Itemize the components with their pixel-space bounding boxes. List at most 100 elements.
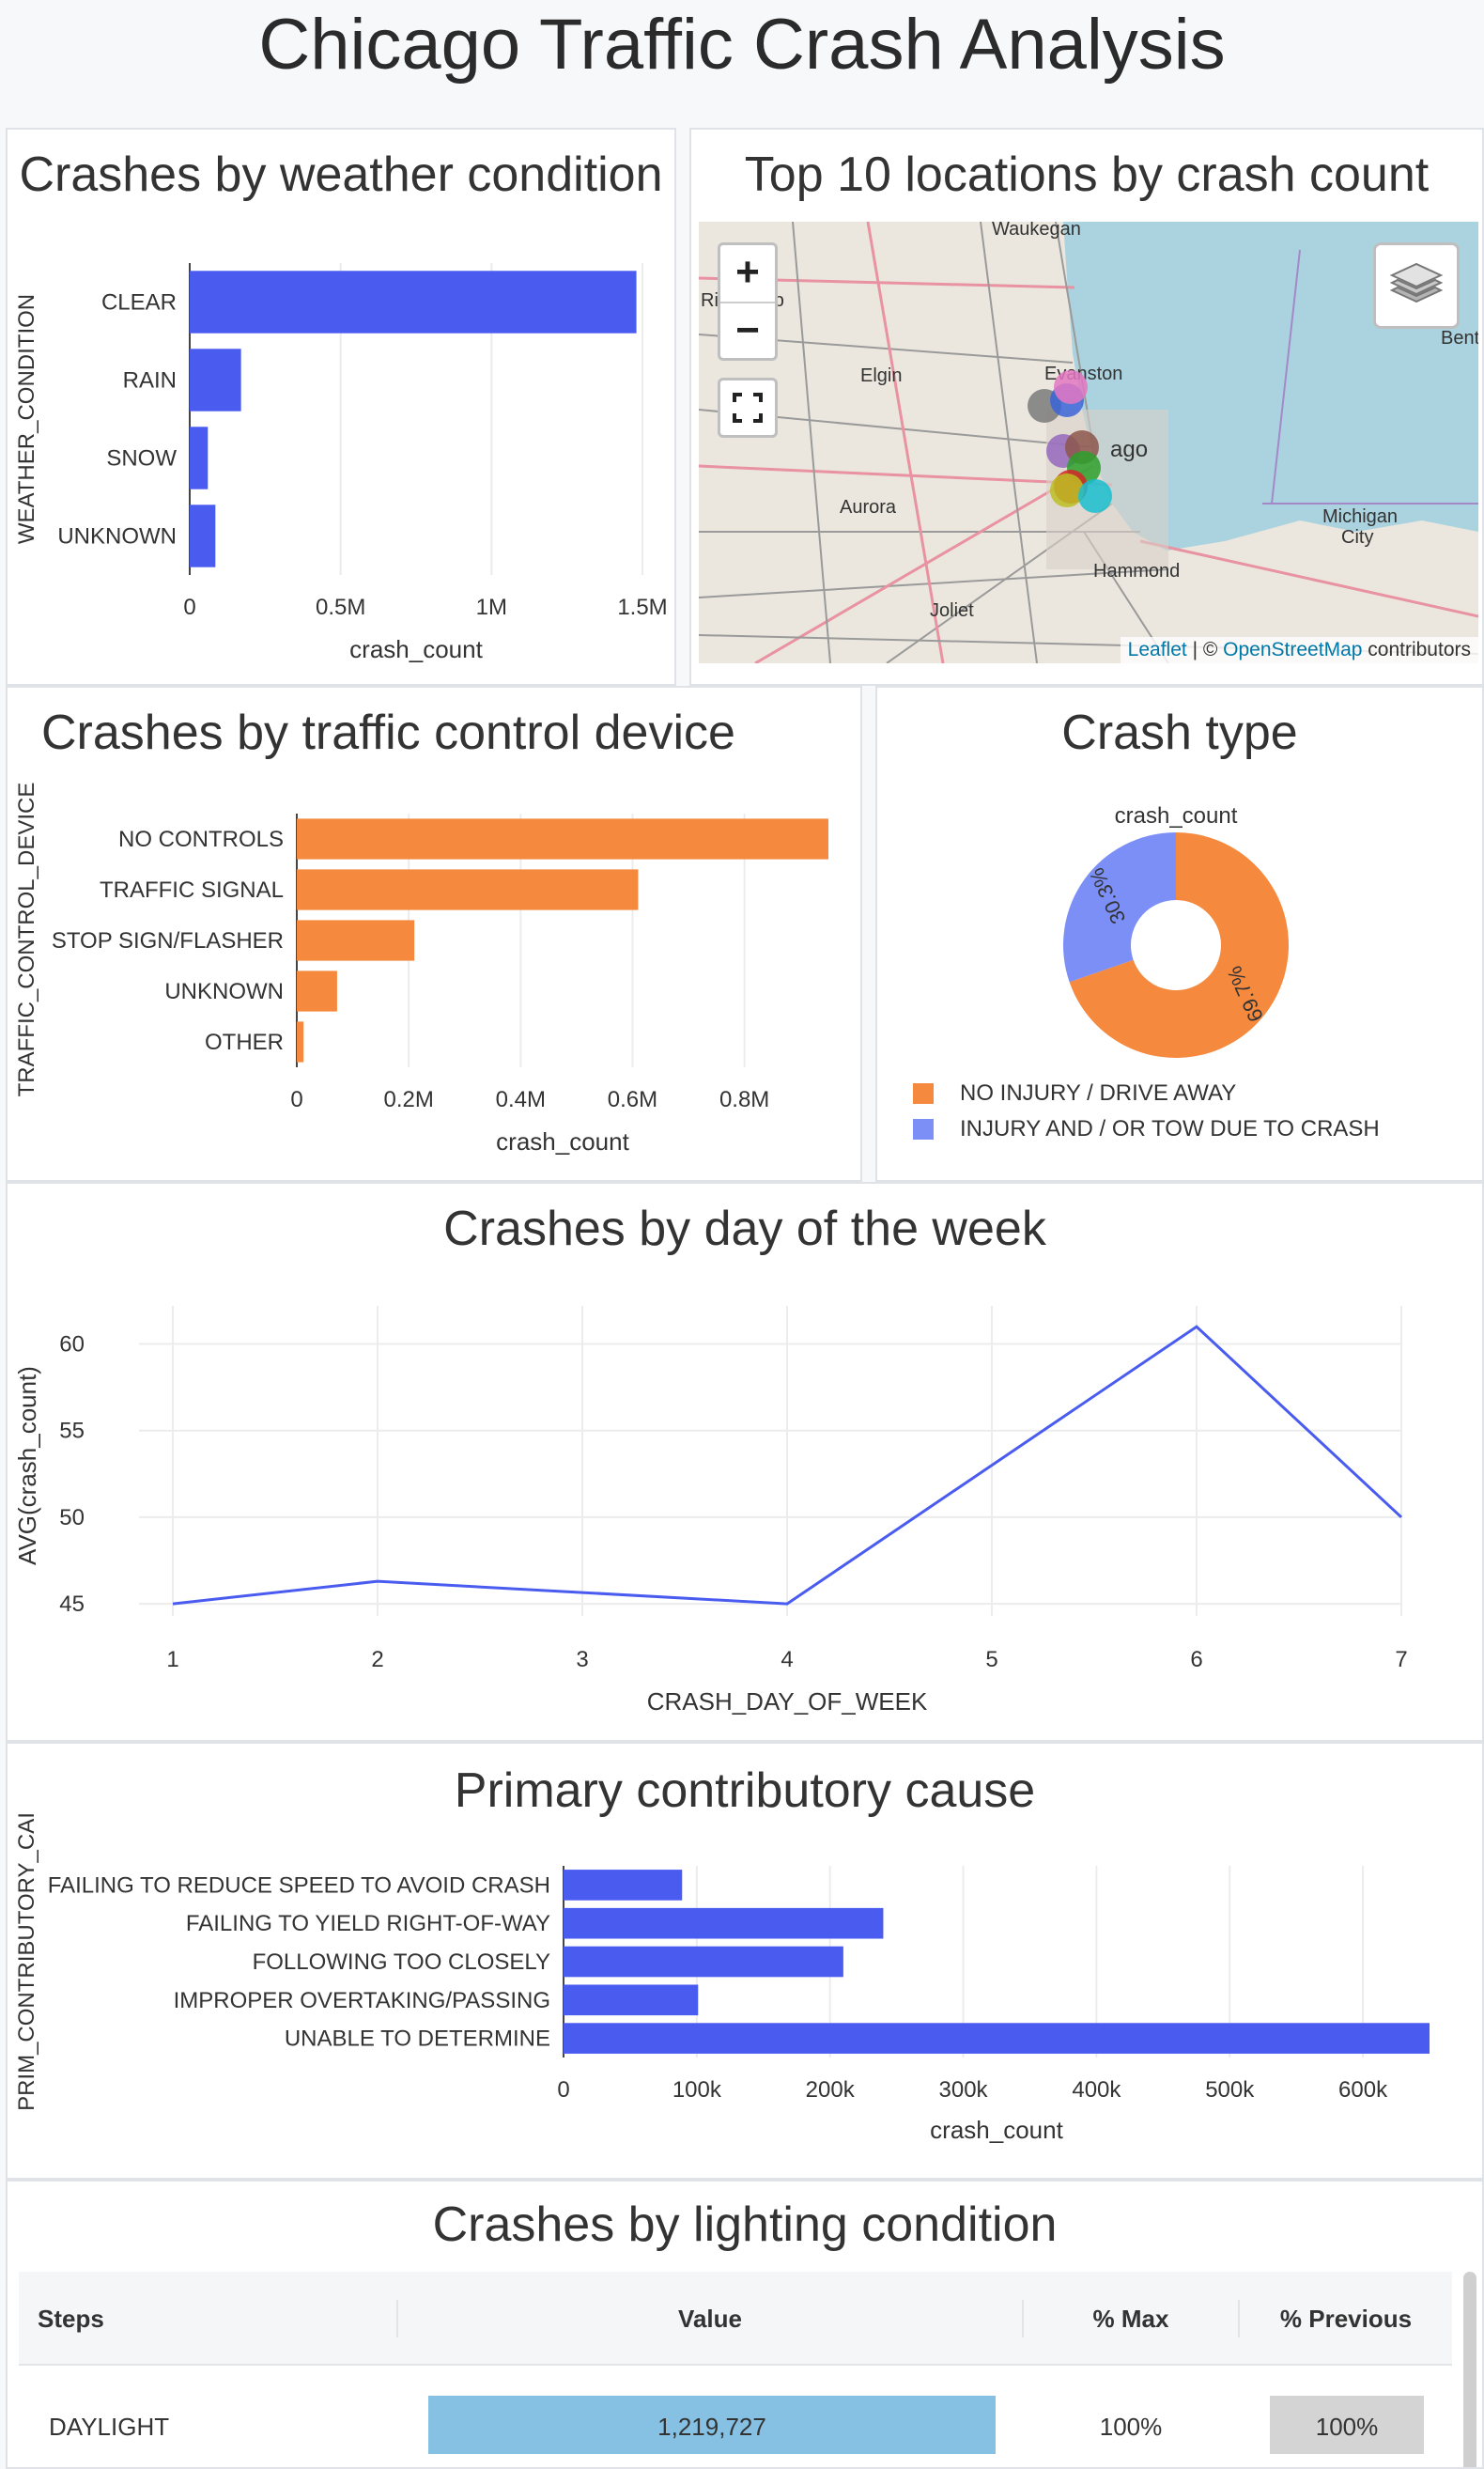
x-tick-label: 1 bbox=[166, 1647, 178, 1672]
table-row: DAYLIGHT 1,219,727 100% 100% bbox=[19, 2366, 1452, 2467]
map-title: Top 10 locations by crash count bbox=[744, 148, 1430, 202]
map-view[interactable]: WaukeganRi... nshipEvanstonElginagoAuror… bbox=[699, 222, 1478, 663]
bar bbox=[297, 1021, 304, 1063]
donut-slice bbox=[1063, 832, 1176, 983]
place-label: Bent bbox=[1441, 328, 1478, 349]
bar bbox=[297, 971, 337, 1012]
category-label: NO CONTROLS bbox=[118, 827, 284, 852]
cause-bar-chart: 0 100k 200k 300k 400k 500k 600k FAILING TO REDU… bbox=[14, 1812, 1430, 2144]
x-tick-label: 0 bbox=[557, 2077, 569, 2103]
location-marker bbox=[1078, 479, 1112, 513]
crash-type-panel: Crash type crash_count 69.7% 30.3% NO INJU… bbox=[875, 686, 1484, 1182]
cause-panel: Primary contributory cause 0 100k 200k 300k… bbox=[6, 1742, 1484, 2180]
bar bbox=[297, 869, 639, 910]
x-tick-label: 6 bbox=[1190, 1647, 1202, 1672]
row-pct-previous: 100% bbox=[1315, 2413, 1379, 2441]
table-scrollbar[interactable] bbox=[1463, 2272, 1476, 2467]
lighting-title: Crashes by lighting condition bbox=[432, 2197, 1058, 2252]
category-label: IMPROPER OVERTAKING/PASSING bbox=[174, 1988, 550, 2013]
bar bbox=[564, 1946, 843, 1978]
x-tick-label: 7 bbox=[1395, 1647, 1407, 1672]
category-label: STOP SIGN/FLASHER bbox=[52, 928, 284, 954]
attribution-separator: | © bbox=[1186, 639, 1224, 660]
x-tick-label: 0.6M bbox=[608, 1087, 657, 1112]
x-tick-label: 3 bbox=[576, 1647, 588, 1672]
road bbox=[699, 464, 1113, 487]
table-header: Steps Value % Max % Previous bbox=[19, 2272, 1452, 2366]
bar bbox=[297, 920, 415, 961]
location-marker bbox=[1050, 474, 1084, 507]
x-tick-label: 1.5M bbox=[617, 595, 667, 620]
location-marker bbox=[1054, 370, 1088, 404]
traffic-chart-title: Crashes by traffic control device bbox=[41, 706, 735, 760]
x-tick-label: 2 bbox=[371, 1647, 383, 1672]
category-label: CLEAR bbox=[101, 290, 177, 316]
osm-link[interactable]: OpenStreetMap bbox=[1223, 639, 1363, 660]
place-label: Aurora bbox=[840, 497, 897, 518]
x-tick-label: 5 bbox=[985, 1647, 997, 1672]
road bbox=[699, 568, 1169, 598]
state-boundary bbox=[1262, 249, 1478, 505]
x-axis-title: crash_count bbox=[930, 2116, 1063, 2144]
col-steps[interactable]: Steps bbox=[38, 2305, 104, 2333]
x-tick-label: 0.5M bbox=[316, 595, 365, 620]
x-tick-label: 0.8M bbox=[719, 1087, 769, 1112]
layers-icon bbox=[1389, 262, 1444, 303]
category-label: TRAFFIC SIGNAL bbox=[100, 877, 284, 903]
value-bar bbox=[428, 2396, 996, 2454]
x-tick-label: 100k bbox=[672, 2077, 722, 2103]
weather-bar-chart: 0 0.5M 1M 1.5M CLEAR RAIN SNOW UNKNOWN crash_cou… bbox=[14, 263, 668, 663]
day-of-week-line-chart: 1 2 3 4 5 6 745505560CRASH_DAY_OF_WEEKAVG(cras… bbox=[13, 1306, 1408, 1716]
bar bbox=[190, 271, 637, 334]
legend-label: INJURY AND / OR TOW DUE TO CRASH bbox=[960, 1116, 1380, 1141]
page-title: Chicago Traffic Crash Analysis bbox=[258, 5, 1226, 85]
y-tick-label: 45 bbox=[59, 1592, 85, 1617]
col-value[interactable]: Value bbox=[678, 2305, 742, 2333]
bar bbox=[564, 1984, 699, 2016]
zoom-in-button[interactable]: + bbox=[735, 249, 760, 295]
y-tick-label: 60 bbox=[59, 1332, 85, 1358]
traffic-panel: Crashes by traffic control device 0 0.2M 0… bbox=[6, 686, 862, 1182]
bar bbox=[564, 1870, 683, 1901]
place-label: Elgin bbox=[860, 365, 902, 386]
leaflet-link[interactable]: Leaflet bbox=[1127, 639, 1187, 660]
category-label: UNKNOWN bbox=[164, 979, 284, 1004]
y-tick-label: 55 bbox=[59, 1419, 85, 1444]
row-pct-max: 100% bbox=[1099, 2413, 1163, 2441]
layers-button[interactable] bbox=[1373, 242, 1460, 329]
x-axis-title: CRASH_DAY_OF_WEEK bbox=[647, 1687, 928, 1716]
x-tick-label: 1M bbox=[476, 595, 507, 620]
series-line bbox=[172, 1325, 1403, 1606]
donut-slice bbox=[1069, 832, 1289, 1058]
fullscreen-button[interactable] bbox=[718, 378, 778, 438]
weather-panel: Crashes by weather condition 0 0.5M 1M 1.5M… bbox=[6, 128, 676, 686]
x-tick-label: 300k bbox=[939, 2077, 989, 2103]
zoom-control: + − bbox=[718, 242, 778, 361]
legend-item[interactable]: NO INJURY / DRIVE AWAY bbox=[913, 1080, 1236, 1107]
road bbox=[866, 222, 945, 663]
place-label: Joliet bbox=[930, 600, 974, 621]
bar bbox=[297, 818, 828, 860]
column-divider bbox=[1238, 2300, 1240, 2337]
y-axis-title: AVG(crash_count) bbox=[13, 1366, 41, 1565]
row-value: 1,219,727 bbox=[657, 2413, 766, 2441]
zoom-out-button[interactable]: − bbox=[720, 302, 775, 358]
category-label: FAILING TO REDUCE SPEED TO AVOID CRASH bbox=[48, 1872, 550, 1898]
weather-chart-title: Crashes by weather condition bbox=[19, 148, 663, 202]
col-pct-max[interactable]: % Max bbox=[1092, 2305, 1169, 2333]
place-label: Michigan bbox=[1322, 506, 1398, 527]
x-tick-label: 0.4M bbox=[496, 1087, 546, 1112]
col-pct-previous[interactable]: % Previous bbox=[1279, 2305, 1413, 2333]
attribution-tail: contributors bbox=[1362, 639, 1471, 660]
bar bbox=[190, 505, 216, 567]
donut-subtitle: crash_count bbox=[1115, 803, 1238, 829]
legend-item[interactable]: INJURY AND / OR TOW DUE TO CRASH bbox=[913, 1116, 1380, 1142]
y-axis-title: WEATHER_CONDITION bbox=[14, 294, 39, 544]
legend-swatch bbox=[913, 1119, 934, 1140]
crash-type-title: Crash type bbox=[1061, 706, 1298, 760]
x-axis-title: crash_count bbox=[496, 1127, 629, 1156]
legend-label: NO INJURY / DRIVE AWAY bbox=[960, 1080, 1237, 1106]
bar bbox=[190, 427, 209, 489]
bar bbox=[564, 1907, 884, 1939]
